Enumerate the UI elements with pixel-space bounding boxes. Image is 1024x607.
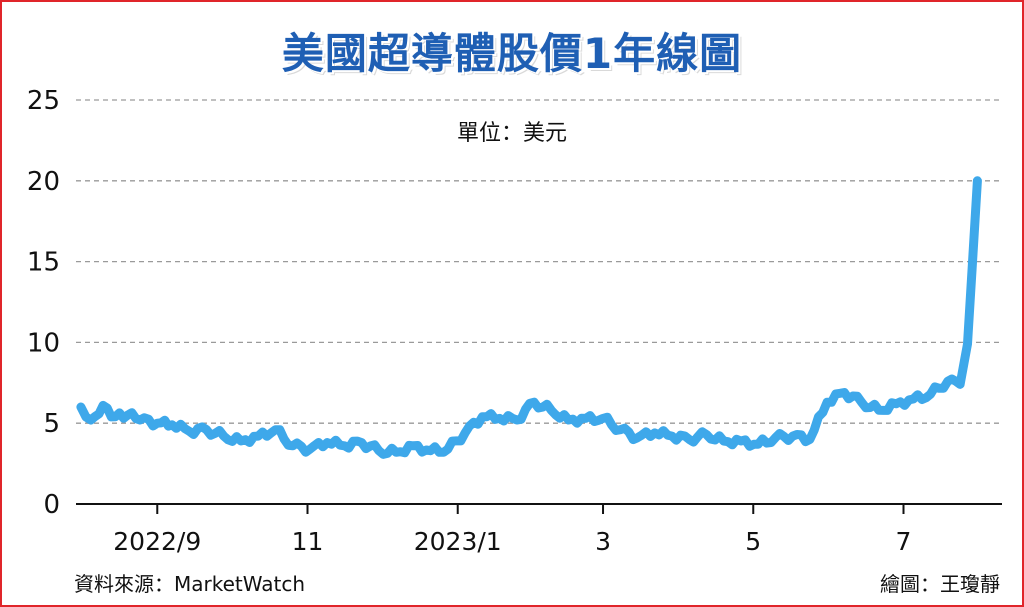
price-line xyxy=(76,176,982,459)
data-point xyxy=(513,416,521,424)
data-point xyxy=(340,442,348,450)
data-point xyxy=(973,177,981,185)
data-point xyxy=(956,380,964,388)
data-point xyxy=(392,448,400,456)
y-tick-label: 15 xyxy=(27,248,60,278)
data-point xyxy=(616,426,624,434)
data-point xyxy=(461,429,469,437)
data-point xyxy=(444,445,452,453)
data-point xyxy=(754,440,762,448)
data-point xyxy=(153,419,161,427)
data-point xyxy=(306,445,314,453)
data-point xyxy=(789,432,797,440)
data-point xyxy=(185,427,193,435)
data-point xyxy=(478,413,486,421)
x-tick-label: 7 xyxy=(896,527,912,556)
data-point xyxy=(565,416,573,424)
data-point xyxy=(254,432,262,440)
data-point xyxy=(582,414,590,422)
data-point xyxy=(720,437,728,445)
data-point xyxy=(409,442,417,450)
data-point xyxy=(237,437,245,445)
data-point xyxy=(203,426,210,434)
source-note: 資料來源：MarketWatch xyxy=(74,572,306,596)
data-point xyxy=(77,403,85,411)
data-point xyxy=(375,447,383,455)
data-point xyxy=(547,406,555,414)
data-point xyxy=(289,442,297,450)
data-point xyxy=(358,439,366,447)
data-point xyxy=(771,434,779,442)
data-point xyxy=(651,429,659,437)
data-point xyxy=(927,390,935,398)
data-point xyxy=(124,411,132,419)
x-tick-label: 2022/9 xyxy=(113,527,201,556)
data-point xyxy=(668,432,676,440)
data-point xyxy=(685,435,693,443)
data-point xyxy=(823,398,831,406)
x-tick-label: 2023/1 xyxy=(414,527,502,556)
data-point xyxy=(964,340,971,348)
data-point xyxy=(634,434,641,442)
data-point xyxy=(892,400,900,408)
data-point xyxy=(875,406,883,414)
y-tick-label: 5 xyxy=(43,409,60,439)
data-point xyxy=(737,437,745,445)
x-tick-label: 11 xyxy=(292,527,324,556)
data-point xyxy=(806,435,814,443)
data-point xyxy=(858,398,866,406)
unit-label: 單位：美元 xyxy=(457,121,567,146)
data-point xyxy=(87,416,95,424)
data-point xyxy=(840,389,848,396)
data-point xyxy=(496,414,504,422)
data-point xyxy=(909,395,917,403)
y-tick-label: 10 xyxy=(27,328,60,358)
credit-note: 繪圖：王瓊靜 xyxy=(880,572,1000,596)
data-point xyxy=(99,401,107,409)
data-point xyxy=(168,421,176,429)
y-tick-label: 25 xyxy=(27,86,60,116)
data-point xyxy=(220,432,228,440)
data-point xyxy=(944,377,952,385)
y-tick-label: 0 xyxy=(43,490,60,520)
data-point xyxy=(111,413,119,421)
data-point xyxy=(323,439,331,447)
data-point xyxy=(599,414,607,422)
data-point xyxy=(703,431,710,438)
chart-title: 美國超導體股價1年線圖 xyxy=(281,29,743,78)
data-point xyxy=(136,416,144,424)
x-tick-label: 3 xyxy=(595,527,611,556)
data-point xyxy=(427,447,435,455)
data-point xyxy=(272,426,279,434)
x-tick-label: 5 xyxy=(745,527,761,556)
data-point xyxy=(530,398,538,406)
y-tick-label: 20 xyxy=(27,167,60,197)
